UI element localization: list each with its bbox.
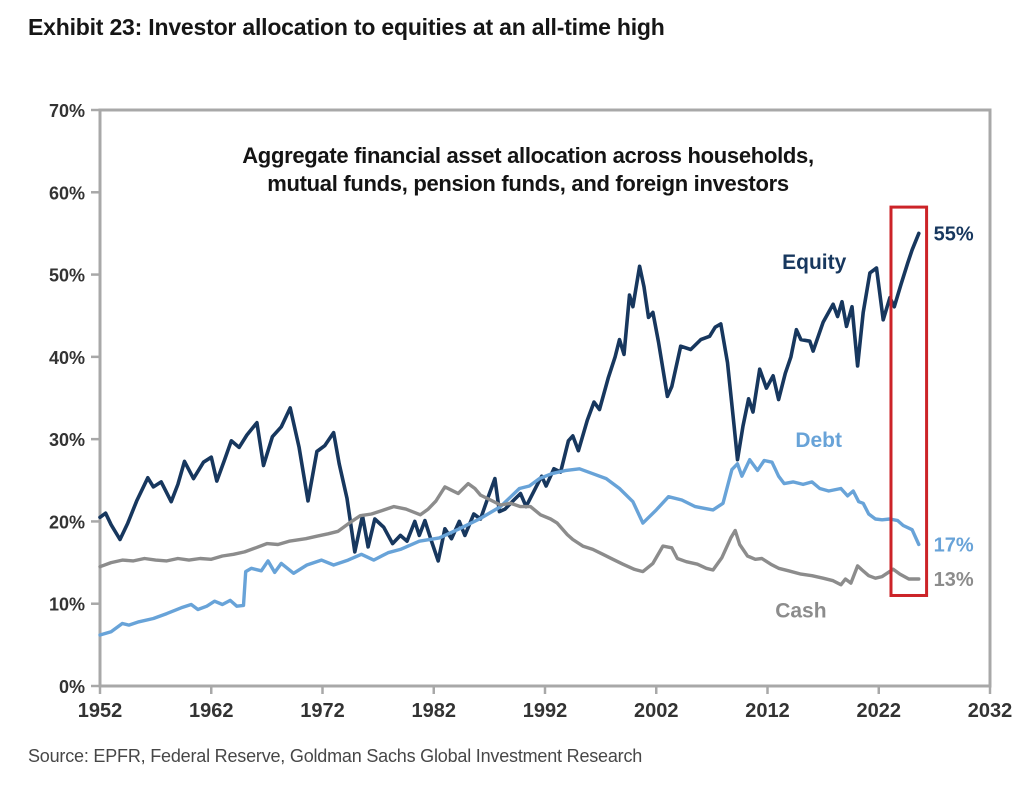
cash-end-label: 13% <box>934 569 974 591</box>
y-axis-tick-label: 40% <box>49 348 85 368</box>
y-axis-tick-label: 60% <box>49 183 85 203</box>
y-axis-tick-label: 50% <box>49 266 85 286</box>
x-axis-tick-label: 2032 <box>968 700 1013 722</box>
debt-line <box>98 458 921 637</box>
x-axis-tick-label: 2022 <box>857 700 902 722</box>
y-axis-tick-label: 0% <box>59 677 85 697</box>
y-axis-tick-label: 20% <box>49 512 85 532</box>
equity-series-label: Equity <box>782 251 846 274</box>
y-axis-tick-label: 10% <box>49 595 85 615</box>
x-axis-tick-label: 1972 <box>300 700 345 722</box>
cash-line <box>98 481 921 587</box>
x-axis-tick-label: 1962 <box>189 700 234 722</box>
x-axis-tick-label: 2012 <box>745 700 790 722</box>
plot-border <box>98 108 992 688</box>
x-axis-tick-label: 1952 <box>78 700 123 722</box>
source-line: Source: EPFR, Federal Reserve, Goldman S… <box>28 746 643 766</box>
y-axis-tick-label: 70% <box>49 101 85 121</box>
highlight-box <box>889 205 929 597</box>
x-axis-tick-label: 1982 <box>412 700 457 722</box>
x-axis-tick-label: 2002 <box>634 700 679 722</box>
x-axis-tick-label: 1992 <box>523 700 568 722</box>
chart-subtitle-line: Aggregate financial asset allocation acr… <box>242 143 814 168</box>
equity-end-label: 55% <box>934 223 974 245</box>
y-axis-tick-label: 30% <box>49 430 85 450</box>
equity-line <box>98 231 921 563</box>
debt-series-label: Debt <box>795 429 842 452</box>
cash-series-label: Cash <box>775 599 826 622</box>
chart-subtitle-line: mutual funds, pension funds, and foreign… <box>267 171 789 196</box>
debt-end-label: 17% <box>934 534 974 556</box>
exhibit-title: Exhibit 23: Investor allocation to equit… <box>28 14 665 40</box>
